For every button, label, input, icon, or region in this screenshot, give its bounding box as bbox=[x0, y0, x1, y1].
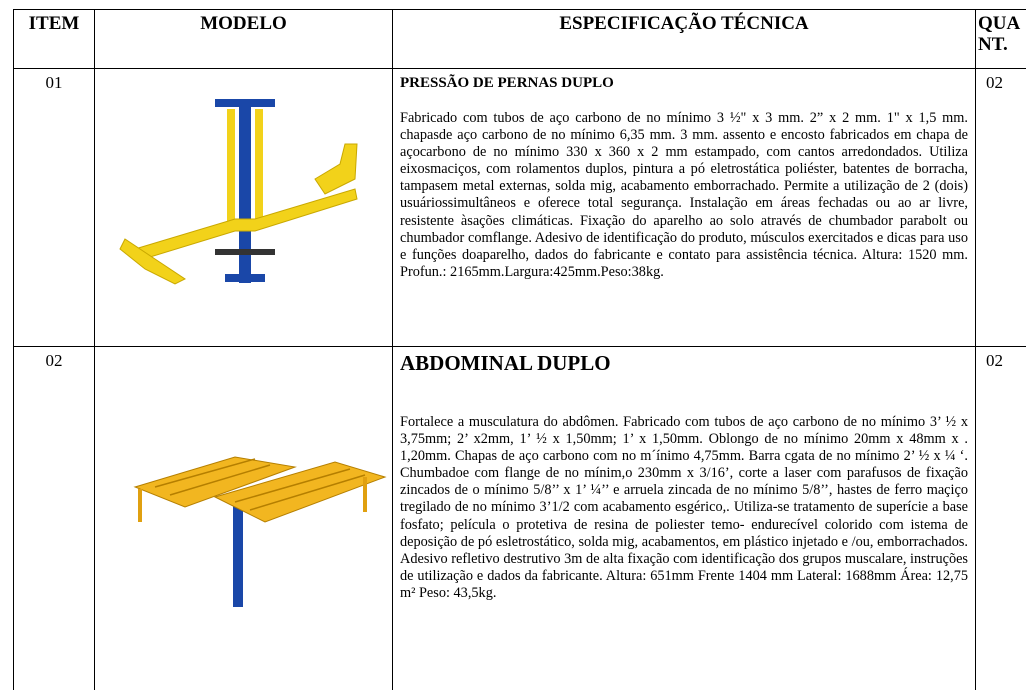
header-row: ITEM MODELO ESPECIFICAÇÃO TÉCNICA QUANT. bbox=[13, 9, 1026, 69]
header-cell: MODELO bbox=[94, 9, 393, 69]
model-cell bbox=[94, 346, 393, 690]
header-cell: ITEM bbox=[13, 9, 95, 69]
quantity-cell: 02 bbox=[975, 68, 1026, 347]
spec-table: ITEM MODELO ESPECIFICAÇÃO TÉCNICA QUANT.… bbox=[13, 9, 1026, 690]
equipment-image bbox=[119, 99, 358, 285]
product-description: Fabricado com tubos de aço carbono de no… bbox=[400, 110, 968, 280]
row: 02 ABDOMINAL DUPLO Fortalece a musculatu… bbox=[13, 346, 1026, 690]
spec-cell: PRESSÃO DE PERNAS DUPLO Fabricado com tu… bbox=[392, 68, 976, 347]
model-cell bbox=[94, 68, 393, 347]
product-title: ABDOMINAL DUPLO bbox=[400, 351, 611, 375]
product-title: PRESSÃO DE PERNAS DUPLO bbox=[400, 75, 614, 91]
item-cell: 02 bbox=[13, 346, 95, 690]
header-cell: ESPECIFICAÇÃO TÉCNICA bbox=[392, 9, 976, 69]
row: 01 PRESSÃO DE PERNAS DUPLO Fabricado com… bbox=[13, 68, 1026, 347]
header-text: QUANT. bbox=[978, 13, 1021, 55]
quantity-cell: 02 bbox=[975, 346, 1026, 690]
equipment-image bbox=[133, 456, 387, 607]
item-cell: 01 bbox=[13, 68, 95, 347]
header-cell: QUANT. bbox=[975, 9, 1026, 69]
spec-cell: ABDOMINAL DUPLO Fortalece a musculatura … bbox=[392, 346, 976, 690]
product-description: Fortalece a musculatura do abdômen. Fabr… bbox=[400, 414, 968, 601]
